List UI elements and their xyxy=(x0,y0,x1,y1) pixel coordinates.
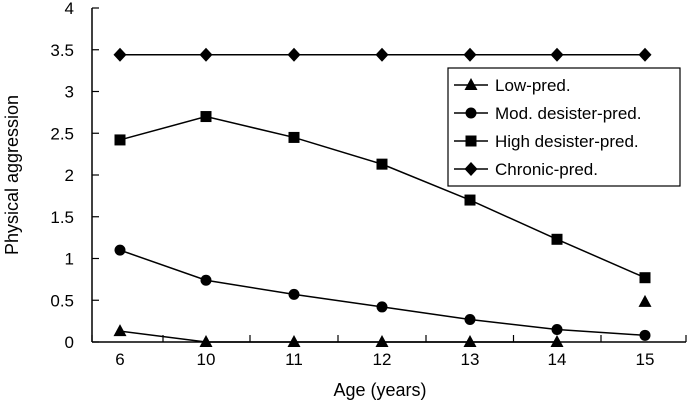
legend-label: Chronic-pred. xyxy=(495,160,598,179)
legend-label: High desister-pred. xyxy=(495,132,639,151)
x-tick-label: 10 xyxy=(197,350,216,369)
series-diamond xyxy=(113,47,652,62)
x-tick-label: 15 xyxy=(636,350,655,369)
data-point xyxy=(376,301,388,313)
legend-marker xyxy=(464,78,478,90)
data-point xyxy=(114,244,126,256)
y-tick-label: 3 xyxy=(65,83,74,102)
series-line xyxy=(119,249,646,337)
x-tick-label: 13 xyxy=(461,350,480,369)
x-tick-label: 14 xyxy=(548,350,567,369)
data-point xyxy=(550,47,564,62)
series-triangle xyxy=(113,294,652,347)
data-point xyxy=(199,47,213,62)
legend-box xyxy=(447,67,681,187)
data-point xyxy=(199,335,213,347)
data-point xyxy=(200,111,212,123)
data-point xyxy=(375,335,389,347)
x-tick-label: 6 xyxy=(115,350,124,369)
data-point xyxy=(375,47,389,62)
y-axis-title: Physical aggression xyxy=(2,95,22,255)
series-line xyxy=(119,330,557,343)
data-point xyxy=(113,324,127,337)
data-point xyxy=(638,294,652,307)
series-circle xyxy=(114,244,651,341)
data-point xyxy=(288,131,300,143)
data-point xyxy=(463,335,477,347)
axes: 0 0.5 1 1.5 2 2.5 3 3.5 4 6 10 11 12 13 14 15 xyxy=(50,0,687,369)
data-point xyxy=(464,313,476,325)
series-square xyxy=(114,111,651,284)
y-tick-label: 2 xyxy=(65,166,74,185)
data-point xyxy=(551,233,563,245)
series-layer xyxy=(113,47,652,347)
data-point xyxy=(639,329,651,341)
data-point xyxy=(550,335,564,347)
data-point xyxy=(200,274,212,286)
x-tick-label: 12 xyxy=(373,350,392,369)
legend: Low-pred. Mod. desister-pred. High desiste… xyxy=(447,67,681,187)
y-tick-label: 4 xyxy=(65,0,74,18)
data-point xyxy=(463,47,477,62)
data-point xyxy=(113,47,127,62)
data-point xyxy=(464,194,476,206)
data-point xyxy=(639,272,651,284)
legend-marker xyxy=(465,107,477,119)
data-point xyxy=(551,323,563,335)
y-tick-label: 0.5 xyxy=(50,291,74,310)
data-point xyxy=(114,134,126,146)
data-point xyxy=(287,47,301,62)
legend-marker xyxy=(465,135,477,147)
data-point xyxy=(287,335,301,347)
y-tick-label: 3.5 xyxy=(50,41,74,60)
legend-label: Low-pred. xyxy=(495,76,571,95)
data-point xyxy=(638,47,652,62)
data-point xyxy=(288,288,300,300)
y-tick-label: 2.5 xyxy=(50,124,74,143)
legend-label: Mod. desister-pred. xyxy=(495,104,641,123)
y-tick-label: 1.5 xyxy=(50,208,74,227)
y-tick-label: 0 xyxy=(65,333,74,352)
legend-marker xyxy=(464,162,478,176)
x-tick-label: 11 xyxy=(285,350,303,369)
data-point xyxy=(376,158,388,170)
x-axis-title: Age (years) xyxy=(333,380,426,400)
y-tick-label: 1 xyxy=(65,250,74,269)
